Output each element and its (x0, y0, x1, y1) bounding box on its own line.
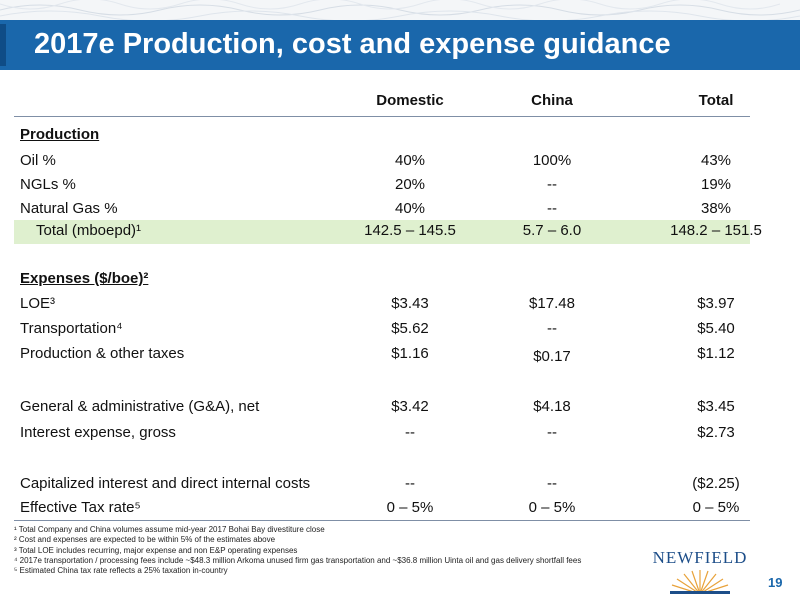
logo-wordmark: NEWFIELD (652, 548, 748, 567)
cell-china: -- (547, 475, 557, 492)
table-bottom-divider (14, 520, 750, 521)
cell-domestic: 40% (394, 200, 426, 217)
production-section-header: Production (20, 126, 100, 143)
cell-total: 148.2 – 151.5 (670, 222, 762, 239)
header-divider (14, 116, 750, 117)
row-label: Effective Tax rate⁵ (20, 499, 141, 516)
expenses-section-row: Expenses ($/boe)² (20, 268, 750, 292)
footnote: ² Cost and expenses are expected to be w… (14, 535, 276, 545)
cell-total: 0 – 5% (692, 499, 740, 516)
table-row: Oil % 40% 100% 43% (20, 150, 750, 174)
footnote: ⁵ Estimated China tax rate reflects a 25… (14, 566, 228, 576)
row-label: General & administrative (G&A), net (20, 398, 260, 415)
total-row-label: Total (mboepd)¹ (36, 222, 142, 239)
cell-china: 0 – 5% (528, 499, 576, 516)
table-row: NGLs % 20% -- 19% (20, 174, 750, 198)
column-header-china: China (531, 92, 573, 109)
cell-china: $4.18 (533, 398, 571, 415)
cell-domestic: $3.42 (391, 398, 429, 415)
cell-china: $0.17 (533, 348, 571, 365)
title-bar: 2017e Production, cost and expense guida… (0, 20, 800, 70)
cell-china: -- (547, 200, 557, 217)
cell-china: 5.7 – 6.0 (522, 222, 582, 239)
table-row: Capitalized interest and direct internal… (20, 473, 750, 497)
total-row-highlight (14, 220, 750, 244)
cell-total: $5.40 (697, 320, 735, 337)
column-header-domestic: Domestic (376, 92, 444, 109)
row-label: Capitalized interest and direct internal… (20, 475, 311, 492)
table-row: Transportation⁴ $5.62 -- $5.40 (20, 318, 750, 342)
cell-total: $1.12 (697, 345, 735, 362)
cell-domestic: 20% (394, 176, 426, 193)
cell-total: $3.45 (697, 398, 735, 415)
table-row: Natural Gas % 40% -- 38% (20, 198, 750, 222)
table-row: General & administrative (G&A), net $3.4… (20, 396, 750, 420)
total-row: Total (mboepd)¹ 142.5 – 145.5 5.7 – 6.0 … (20, 220, 762, 244)
cell-china: -- (547, 320, 557, 337)
table-row: Effective Tax rate⁵ 0 – 5% 0 – 5% 0 – 5% (20, 497, 750, 521)
cell-domestic: $3.43 (391, 295, 429, 312)
cell-total: 19% (700, 176, 732, 193)
topographic-pattern-graphic (0, 0, 800, 20)
cell-domestic: 0 – 5% (386, 499, 434, 516)
page-number: 19 (768, 575, 783, 590)
cell-total: 43% (700, 152, 732, 169)
cell-domestic: $5.62 (391, 320, 429, 337)
footnote: ¹ Total Company and China volumes assume… (14, 525, 325, 534)
column-header-total: Total (698, 92, 734, 109)
title-accent (0, 24, 6, 66)
row-label: Transportation⁴ (20, 320, 123, 337)
cell-total: ($2.25) (692, 475, 740, 492)
table-row: Production & other taxes $1.16 $0.17 $1.… (20, 343, 750, 367)
cell-domestic: $1.16 (391, 345, 429, 362)
cell-total: 38% (700, 200, 732, 217)
sunburst-icon (670, 570, 730, 594)
cell-domestic: 142.5 – 145.5 (364, 222, 456, 239)
cell-domestic: -- (405, 424, 415, 441)
row-label: Production & other taxes (20, 345, 185, 362)
cell-china: -- (547, 176, 557, 193)
footnote: ⁴ 2017e transportation / processing fees… (14, 555, 582, 565)
row-label: Natural Gas % (20, 200, 118, 217)
row-label: LOE³ (20, 295, 56, 312)
cell-china: -- (547, 424, 557, 441)
company-logo: NEWFIELD (640, 548, 760, 596)
cell-domestic: -- (405, 475, 415, 492)
cell-total: $3.97 (697, 295, 735, 312)
cell-china: 100% (532, 152, 572, 169)
table-row: LOE³ $3.43 $17.48 $3.97 (20, 293, 750, 317)
expenses-section-header: Expenses ($/boe)² (20, 270, 149, 287)
cell-total: $2.73 (697, 424, 735, 441)
production-section-row: Production (20, 124, 750, 148)
row-label: NGLs % (20, 176, 76, 193)
footnotes: ¹ Total Company and China volumes assume… (14, 525, 581, 576)
table-row: Interest expense, gross -- -- $2.73 (20, 422, 750, 446)
header-pattern (0, 0, 800, 20)
row-label: Interest expense, gross (20, 424, 176, 441)
slide-title: 2017e Production, cost and expense guida… (34, 28, 671, 60)
footnote: ³ Total LOE includes recurring, major ex… (14, 545, 298, 555)
cell-china: $17.48 (529, 295, 575, 312)
cell-domestic: 40% (394, 152, 426, 169)
row-label: Oil % (20, 152, 56, 169)
